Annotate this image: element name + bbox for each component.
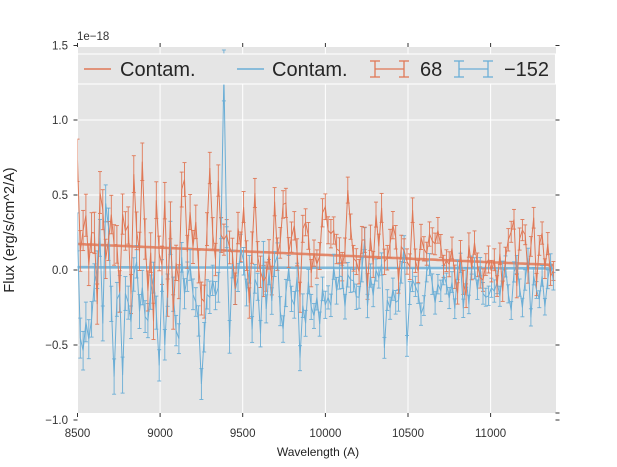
- svg-text:Contam.: Contam.: [272, 59, 348, 81]
- svg-text:9500: 9500: [230, 428, 256, 440]
- svg-text:−152: −152: [504, 59, 549, 81]
- svg-text:1.5: 1.5: [52, 41, 68, 53]
- svg-text:Wavelength (A): Wavelength (A): [277, 445, 359, 459]
- svg-text:0.0: 0.0: [52, 265, 68, 277]
- svg-text:−0.5: −0.5: [45, 340, 68, 352]
- svg-text:−1.0: −1.0: [45, 415, 68, 427]
- svg-text:11000: 11000: [475, 428, 506, 440]
- svg-text:Contam.: Contam.: [120, 59, 196, 81]
- svg-text:10000: 10000: [309, 428, 341, 440]
- svg-text:1e−18: 1e−18: [77, 31, 109, 43]
- svg-text:0.5: 0.5: [52, 190, 68, 202]
- svg-text:9000: 9000: [147, 428, 173, 440]
- svg-text:8500: 8500: [65, 428, 91, 440]
- svg-text:Flux (erg/s/cm^2/A): Flux (erg/s/cm^2/A): [2, 167, 18, 292]
- svg-text:68: 68: [420, 59, 442, 81]
- svg-text:10500: 10500: [392, 428, 424, 440]
- svg-text:1.0: 1.0: [52, 115, 68, 127]
